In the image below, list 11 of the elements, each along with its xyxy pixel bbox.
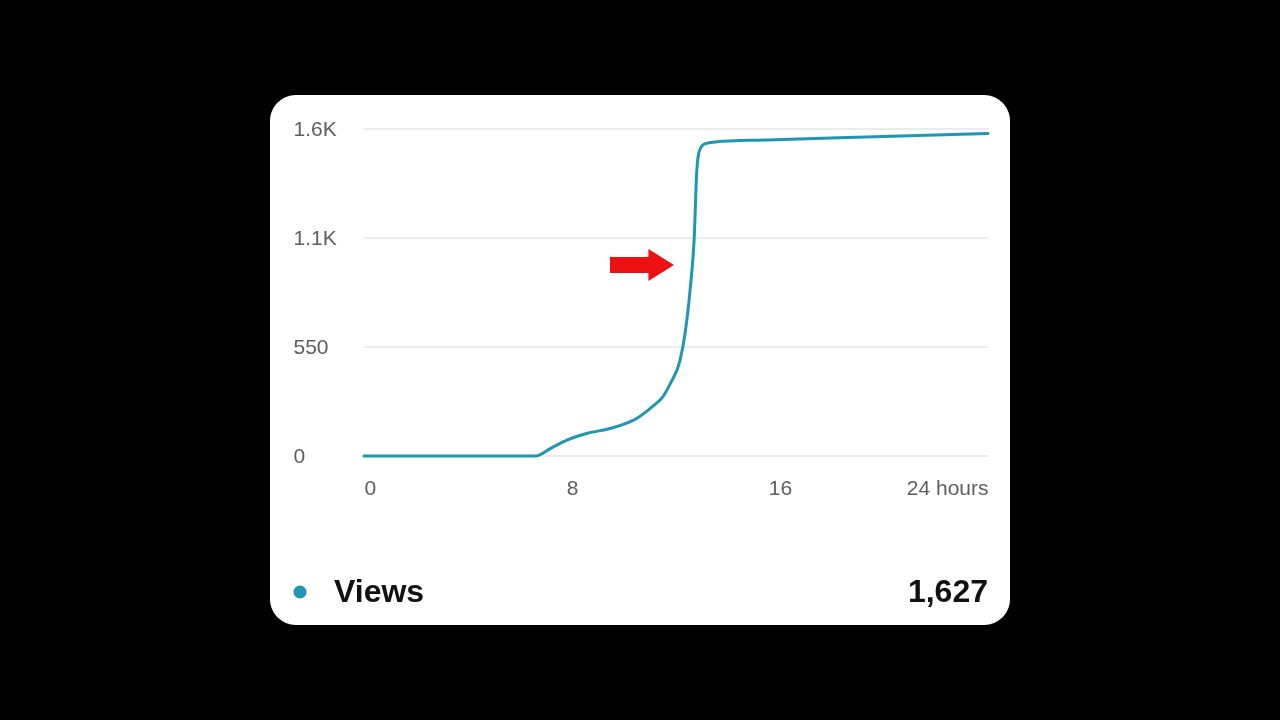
y-tick-label: 1.6K (293, 116, 337, 140)
line-series (362, 132, 990, 458)
x-tick-label: 8 (566, 475, 579, 499)
x-tick-label: 24 hours (906, 475, 989, 499)
y-tick-label: 0 (293, 443, 306, 467)
legend-label: Views (334, 573, 425, 609)
y-tick-label: 1.1K (293, 225, 337, 249)
y-tick-label: 550 (293, 334, 329, 358)
x-tick-label: 16 (768, 475, 793, 499)
text: 1,627 (907, 573, 988, 609)
x-tick-label: 0 (364, 475, 377, 499)
